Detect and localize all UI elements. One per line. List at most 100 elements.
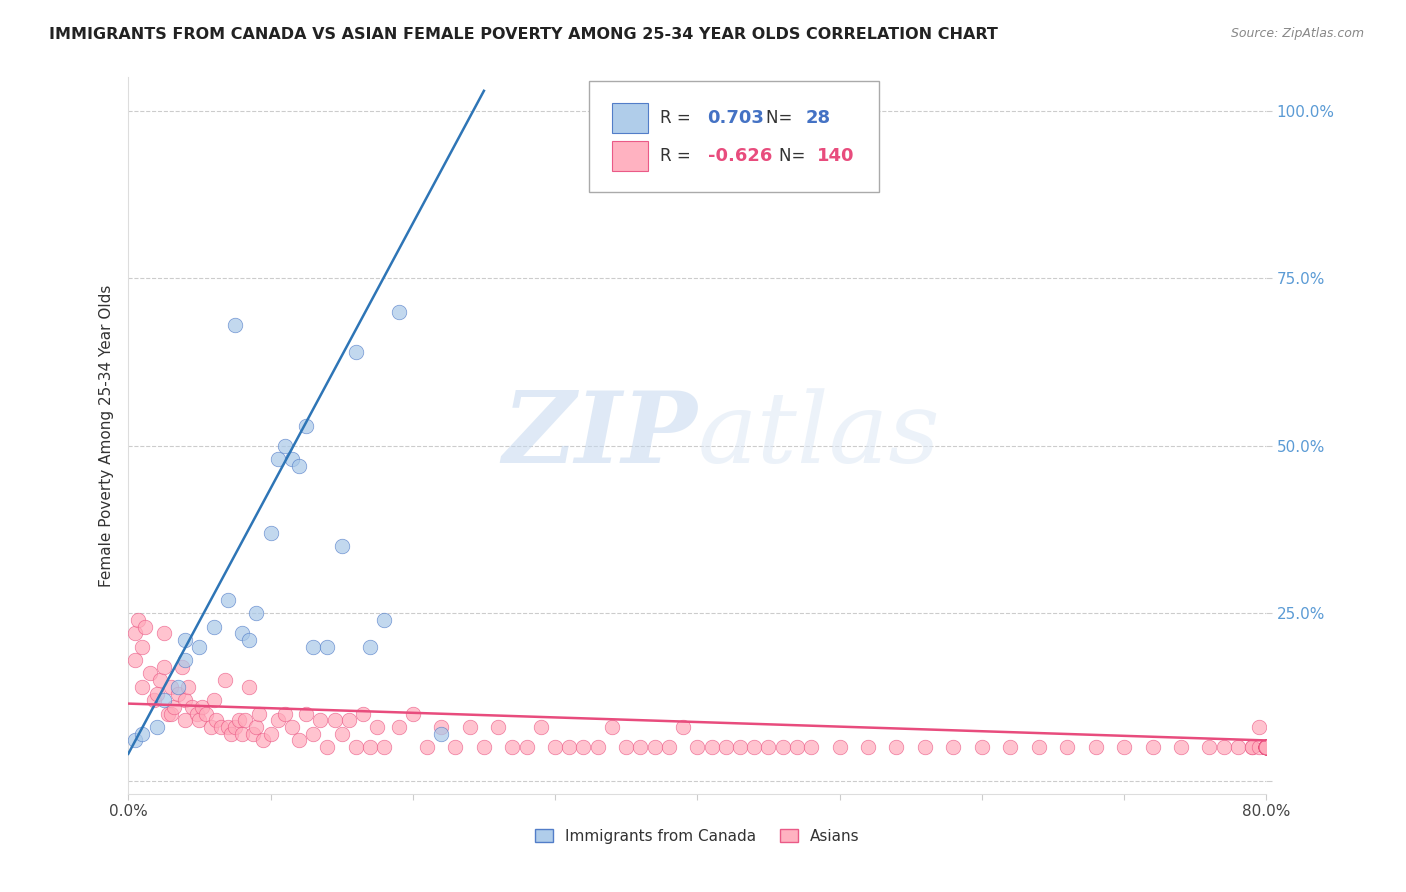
Point [942,740,965,755]
Point [1028,740,1050,755]
Point [516,740,538,755]
Point [205,714,228,728]
Point [970,740,993,755]
Point [1256,740,1278,755]
Point [124,733,146,747]
Point [124,626,146,640]
Point [1256,740,1278,755]
Point [330,727,353,741]
Point [288,458,311,473]
Point [145,720,167,734]
Point [1256,740,1278,755]
Point [1256,740,1278,755]
Point [1256,740,1278,755]
Point [430,720,453,734]
Point [188,714,211,728]
Point [614,740,637,755]
Point [174,653,197,667]
Text: 0.703: 0.703 [707,110,765,128]
Point [1056,740,1078,755]
Text: N=: N= [766,110,797,128]
Point [1256,740,1278,755]
Point [1256,740,1278,755]
Point [586,740,609,755]
Point [174,693,197,707]
Point [1256,740,1278,755]
Point [856,740,879,755]
Point [728,740,751,755]
Point [1256,740,1278,755]
Point [145,687,167,701]
Point [153,659,176,673]
Point [366,720,388,734]
Point [131,640,153,654]
Point [174,714,197,728]
Point [337,714,360,728]
Point [266,452,288,467]
Point [181,700,204,714]
Point [558,740,581,755]
Point [214,673,236,688]
Point [238,680,260,694]
FancyBboxPatch shape [612,103,648,133]
Point [323,714,346,728]
Point [1256,740,1278,755]
Point [1249,740,1271,755]
Point [1256,740,1278,755]
Point [148,673,170,688]
Point [1256,740,1278,755]
Point [233,714,256,728]
Point [247,706,270,721]
Point [245,720,267,734]
Point [142,693,165,707]
Point [202,619,225,633]
Point [259,727,281,741]
Point [472,740,495,755]
Point [359,640,381,654]
Point [1256,740,1278,755]
Point [344,345,367,359]
Point [1256,740,1278,755]
Point [430,727,453,741]
Point [266,714,288,728]
Point [1000,740,1022,755]
Point [295,706,318,721]
Text: R =: R = [659,110,696,128]
Point [191,700,214,714]
Point [1241,740,1264,755]
Point [224,720,246,734]
Point [209,720,232,734]
Point [217,720,239,734]
Text: 140: 140 [817,147,855,165]
Point [686,740,709,755]
Text: Source: ZipAtlas.com: Source: ZipAtlas.com [1230,27,1364,40]
Point [134,619,156,633]
Point [1256,740,1278,755]
Point [153,626,176,640]
Point [160,680,183,694]
Point [416,740,439,755]
Point [127,613,149,627]
Point [242,727,264,741]
Point [1256,740,1278,755]
Point [530,720,553,734]
Point [1256,740,1278,755]
Point [444,740,467,755]
Point [1256,740,1278,755]
Point [486,720,509,734]
Point [658,740,681,755]
Point [1226,740,1249,755]
Point [195,706,218,721]
Point [914,740,936,755]
Point [1256,740,1278,755]
Point [373,740,395,755]
Point [387,305,409,319]
FancyBboxPatch shape [612,141,648,171]
Point [302,640,325,654]
Point [758,740,780,755]
Point [1084,740,1107,755]
Point [501,740,523,755]
Point [1256,740,1278,755]
Point [174,632,197,647]
Point [1256,740,1278,755]
